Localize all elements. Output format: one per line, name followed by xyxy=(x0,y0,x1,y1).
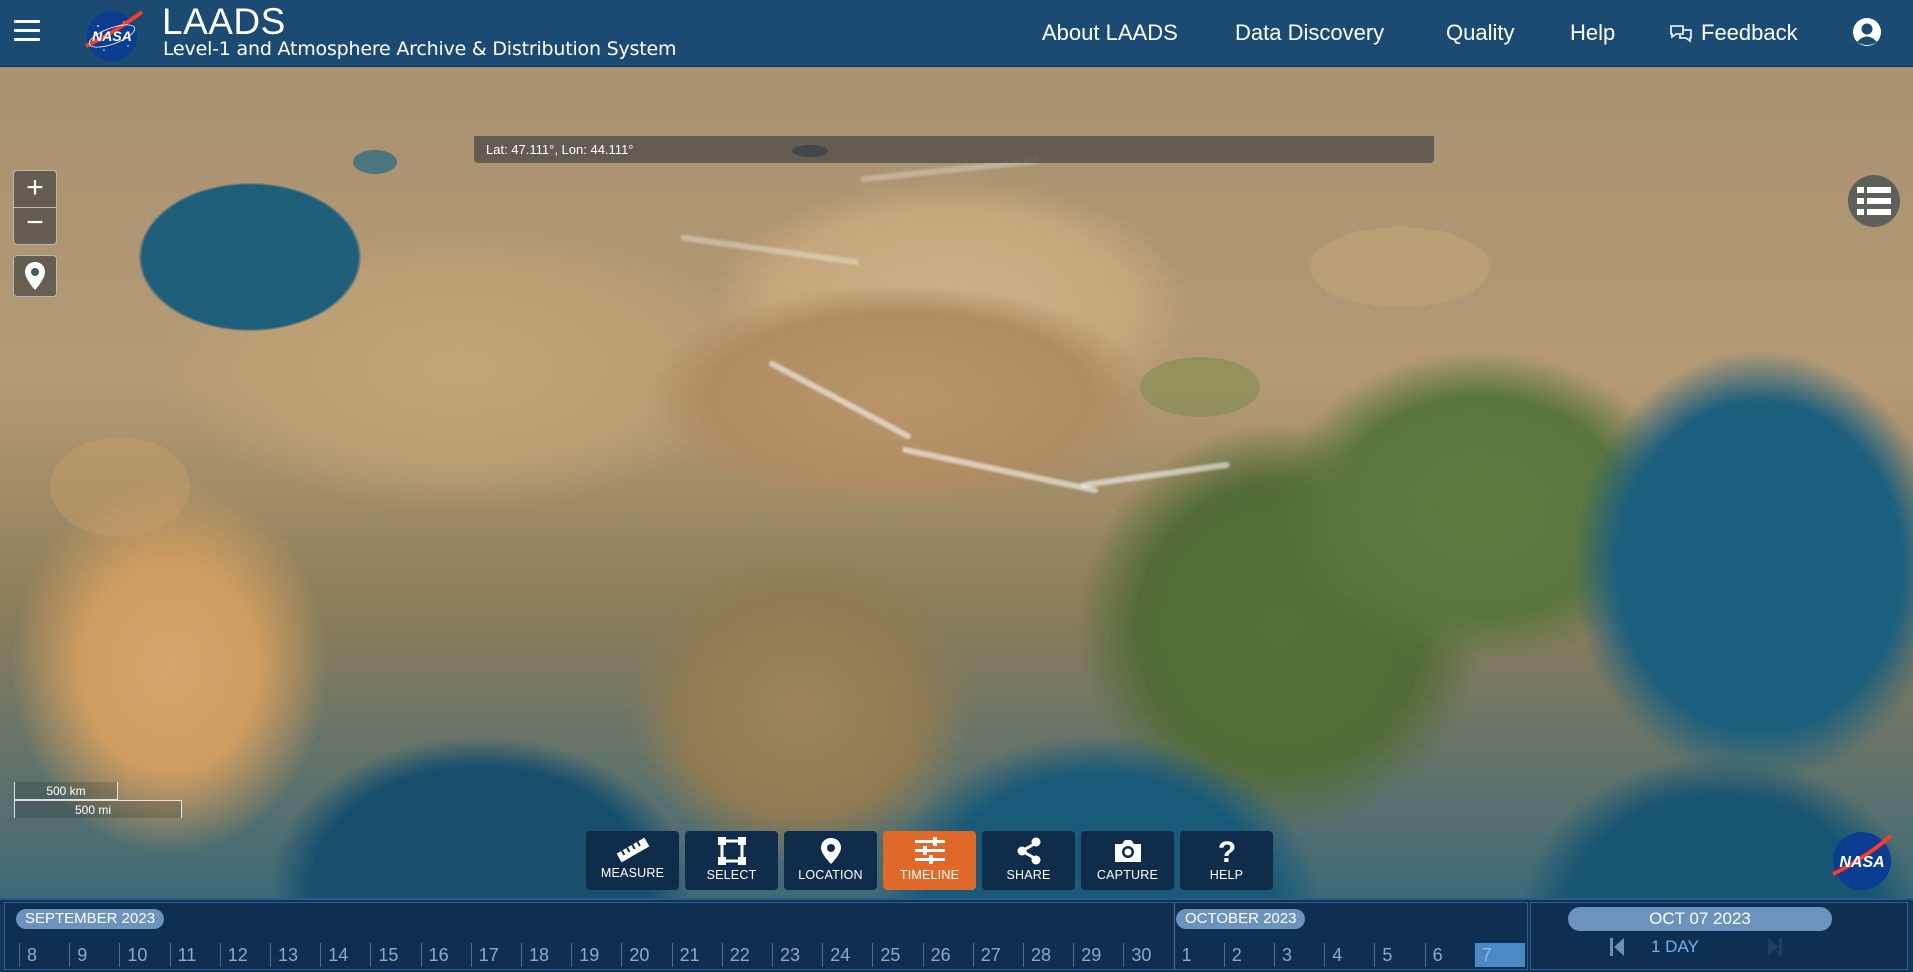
scale-bar-km: 500 km xyxy=(14,782,118,800)
day-tick[interactable]: 16 xyxy=(420,943,471,967)
day-tick[interactable]: 12 xyxy=(219,943,270,967)
nav-data-discovery[interactable]: Data Discovery xyxy=(1235,20,1385,45)
zoom-in-button[interactable]: + xyxy=(13,170,57,208)
scale-bar-mi: 500 mi xyxy=(14,800,182,818)
capture-label: CAPTURE xyxy=(1096,868,1159,882)
day-tick[interactable]: 8 xyxy=(19,943,69,967)
day-tick[interactable]: 20 xyxy=(621,943,671,967)
menu-icon[interactable] xyxy=(14,20,40,42)
current-date[interactable]: OCT 07 2023 xyxy=(1568,907,1832,931)
day-tick[interactable]: 23 xyxy=(772,943,822,967)
layers-button[interactable] xyxy=(1848,175,1900,227)
day-tick[interactable]: 25 xyxy=(872,943,922,967)
select-button[interactable]: SELECT xyxy=(685,831,778,890)
location-pin-icon xyxy=(820,838,841,864)
day-tick[interactable]: 26 xyxy=(922,943,973,967)
zoom-out-button[interactable]: − xyxy=(13,207,57,245)
user-icon[interactable] xyxy=(1852,17,1882,47)
day-tick[interactable]: 19 xyxy=(571,943,621,967)
day-tick[interactable]: 22 xyxy=(721,943,772,967)
top-header: NASA LAADS Level-1 and Atmosphere Archiv… xyxy=(0,0,1913,67)
satellite-map[interactable]: Lat: 47.111°, Lon: 44.111° + − 500 km 50… xyxy=(0,67,1913,972)
question-mark-icon: ? xyxy=(1217,837,1235,865)
month-label-october: OCTOBER 2023 xyxy=(1176,909,1306,929)
day-tick[interactable]: 28 xyxy=(1023,943,1073,967)
nasa-watermark-logo: NASA xyxy=(1832,832,1893,890)
date-controls: OCT 07 2023 1 DAY ⌄ xyxy=(1530,902,1908,970)
location-label: LOCATION xyxy=(798,868,863,882)
chat-icon xyxy=(1670,25,1692,43)
timeline-label: TIMELINE xyxy=(899,868,960,882)
ruler-icon xyxy=(616,837,649,863)
day-tick[interactable]: 14 xyxy=(320,943,370,967)
help-label: HELP xyxy=(1209,868,1244,882)
day-tick[interactable]: 15 xyxy=(370,943,420,967)
layer-list-icon xyxy=(1857,187,1891,215)
day-tick[interactable]: 24 xyxy=(822,943,872,967)
day-tick[interactable]: 7 xyxy=(1474,943,1525,967)
measure-label: MEASURE xyxy=(600,866,665,880)
help-button[interactable]: ? HELP xyxy=(1180,831,1273,890)
map-toolbar: MEASURE SELECT LOCATION TIMELINE xyxy=(586,831,1273,890)
map-pin-icon xyxy=(25,262,45,290)
map-terrain-overlay xyxy=(50,145,1490,537)
chevron-down-icon: ⌄ xyxy=(1773,941,1785,957)
day-tick[interactable]: 1 xyxy=(1173,943,1224,967)
sliders-icon xyxy=(914,837,945,864)
feedback-label: Feedback xyxy=(1701,20,1798,45)
interval-label: 1 DAY xyxy=(1651,937,1699,956)
day-tick[interactable]: 18 xyxy=(521,943,571,967)
day-tick[interactable]: 21 xyxy=(671,943,722,967)
location-button[interactable]: LOCATION xyxy=(784,831,877,890)
share-button[interactable]: SHARE xyxy=(982,831,1075,890)
month-divider xyxy=(1174,903,1175,969)
nav-quality[interactable]: Quality xyxy=(1446,20,1515,45)
app-subtitle: Level-1 and Atmosphere Archive & Distrib… xyxy=(163,38,677,60)
day-tick[interactable]: 4 xyxy=(1324,943,1374,967)
step-back-icon[interactable] xyxy=(1607,935,1627,959)
day-tick[interactable]: 29 xyxy=(1073,943,1123,967)
day-tick[interactable]: 17 xyxy=(470,943,521,967)
day-tick[interactable]: 2 xyxy=(1223,943,1274,967)
capture-button[interactable]: CAPTURE xyxy=(1081,831,1174,890)
month-label-september: SEPTEMBER 2023 xyxy=(16,909,165,929)
timeline-days[interactable]: SEPTEMBER 2023 OCTOBER 2023 8 9 10 11 12 13 14… xyxy=(4,902,1528,970)
select-label: SELECT xyxy=(706,868,757,882)
camera-icon xyxy=(1114,840,1141,862)
svg-text:?: ? xyxy=(1217,837,1235,865)
interval-select[interactable]: 1 DAY ⌄ xyxy=(1651,935,1785,959)
share-label: SHARE xyxy=(1006,868,1051,882)
app-title: LAADS xyxy=(162,1,286,42)
nasa-logo[interactable]: NASA xyxy=(84,6,144,62)
svg-text:NASA: NASA xyxy=(92,28,132,44)
timeline-bar: SEPTEMBER 2023 OCTOBER 2023 8 9 10 11 12 13 14… xyxy=(0,898,1913,972)
day-tick[interactable]: 6 xyxy=(1424,943,1475,967)
day-tick[interactable]: 30 xyxy=(1123,943,1173,967)
locate-button[interactable] xyxy=(13,255,57,297)
feedback-button[interactable]: Feedback xyxy=(1669,20,1798,46)
share-icon xyxy=(1017,837,1040,865)
day-tick[interactable]: 3 xyxy=(1274,943,1324,967)
day-tick[interactable]: 11 xyxy=(169,943,220,967)
step-forward-icon[interactable] xyxy=(1765,935,1785,959)
day-tick[interactable]: 13 xyxy=(270,943,320,967)
svg-text:NASA: NASA xyxy=(1839,854,1884,871)
day-tick[interactable]: 27 xyxy=(972,943,1023,967)
measure-button[interactable]: MEASURE xyxy=(586,831,679,890)
timeline-button[interactable]: TIMELINE xyxy=(883,831,976,890)
day-tick[interactable]: 10 xyxy=(119,943,169,967)
nav-help[interactable]: Help xyxy=(1570,20,1616,45)
day-tick[interactable]: 9 xyxy=(69,943,119,967)
coordinate-readout: Lat: 47.111°, Lon: 44.111° xyxy=(474,136,1434,163)
day-tick[interactable]: 5 xyxy=(1374,943,1424,967)
nav-about[interactable]: About LAADS xyxy=(1042,20,1178,45)
select-box-icon xyxy=(717,837,746,865)
